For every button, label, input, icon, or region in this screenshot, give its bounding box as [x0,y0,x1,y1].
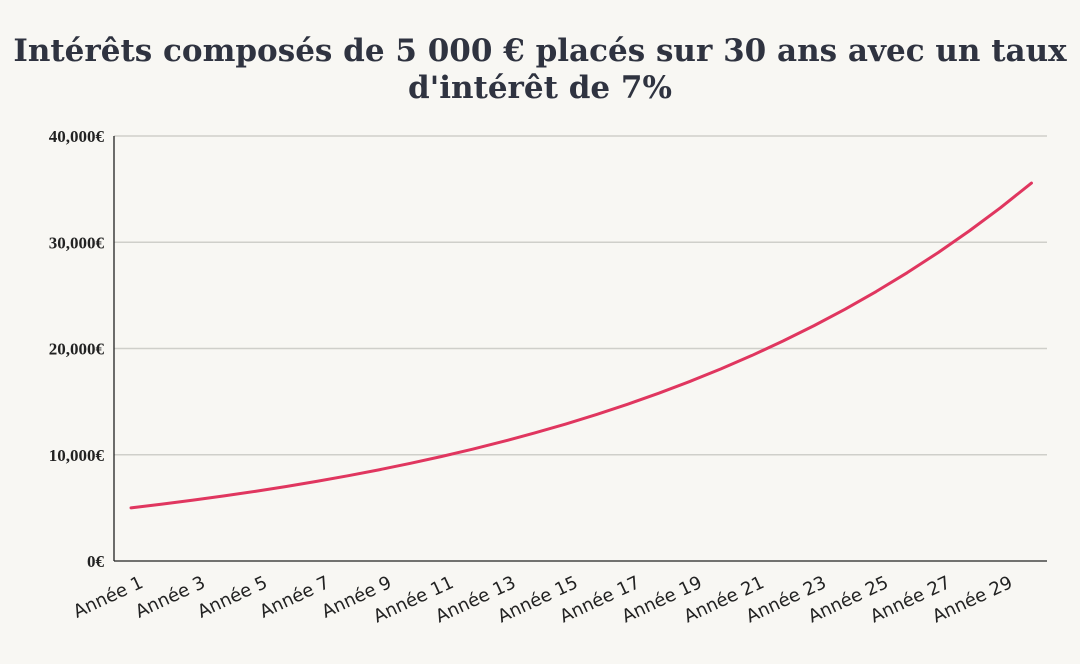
y-tick-label: 40,000€ [49,127,105,146]
grid-lines [114,135,1047,456]
chart-title-line-1: Intérêts composés de 5 000 € placés sur … [13,33,1067,69]
series-layer [129,181,1033,510]
x-tick-label: Année 5 [194,572,270,622]
x-tick-label: Année 1 [70,572,146,622]
x-tick-label: Année 3 [132,572,208,622]
series-line-0 [129,181,1033,510]
axes [113,136,1047,562]
x-tick-label: Année 7 [256,572,332,622]
y-tick-label: 30,000€ [49,233,105,252]
y-tick-label: 20,000€ [49,340,105,359]
chart-title-line-2: d'intérêt de 7% [408,70,672,106]
y-axis-tick-labels: 0€ 10,000€ 20,000€ 30,000€ 40,000€ [49,127,105,571]
chart-title: Intérêts composés de 5 000 € placés sur … [13,33,1067,106]
y-tick-label: 10,000€ [49,446,105,465]
y-tick-label: 0€ [87,552,105,571]
